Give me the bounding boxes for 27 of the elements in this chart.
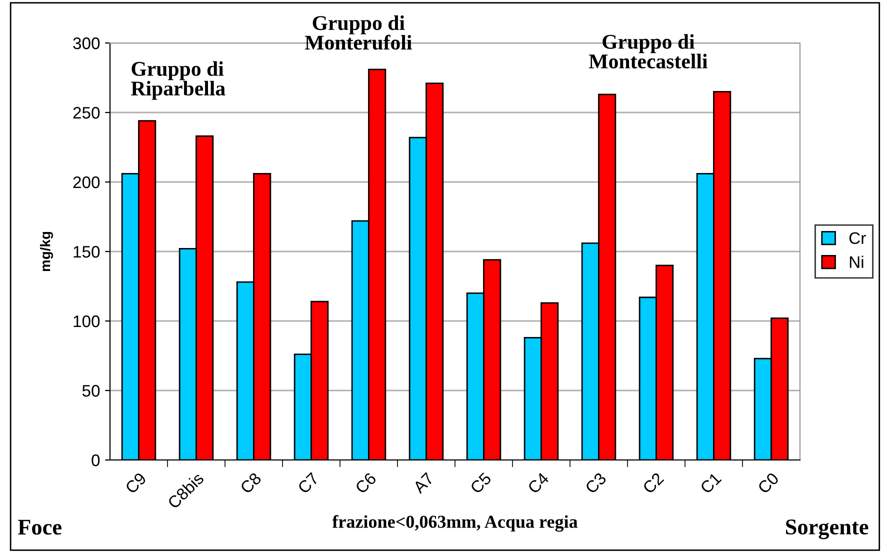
- x-tick-label: C9: [124, 472, 147, 494]
- x-tick-label: C4: [527, 472, 550, 494]
- x-axis-title: frazione<0,063mm, Acqua regia: [332, 515, 578, 532]
- legend-label: Ni: [850, 256, 864, 268]
- y-tick-label: 300: [73, 37, 100, 50]
- x-tick-label: C5: [470, 472, 492, 494]
- x-tick-label: C3: [584, 472, 607, 494]
- y-tick-label: 150: [74, 246, 100, 258]
- annotation: Gruppo di Monterufoli: [304, 15, 412, 50]
- x-tick-label: C1: [700, 472, 722, 494]
- x-tick-label: C2: [642, 472, 664, 494]
- y-tick-label: 0: [92, 454, 100, 466]
- y-axis-title: mg/kg: [40, 232, 54, 272]
- annotation: Gruppo di Riparbella: [131, 61, 226, 100]
- legend-label: Cr: [849, 232, 866, 244]
- x-tick-label: A7: [412, 472, 434, 494]
- x-tick-label: C0: [757, 472, 780, 494]
- x-tick-label: C8: [240, 472, 262, 494]
- text: Foce: [18, 520, 62, 535]
- y-tick-label: 100: [74, 315, 100, 328]
- annotation: Gruppo di Montecastelli: [588, 34, 708, 68]
- y-tick-label: 50: [82, 384, 100, 397]
- y-tick-label: 200: [73, 176, 100, 188]
- x-tick-label: C7: [297, 472, 320, 494]
- y-tick-label: 250: [73, 106, 100, 119]
- text: Sorgente: [786, 520, 868, 540]
- x-tick-label: C6: [354, 472, 377, 494]
